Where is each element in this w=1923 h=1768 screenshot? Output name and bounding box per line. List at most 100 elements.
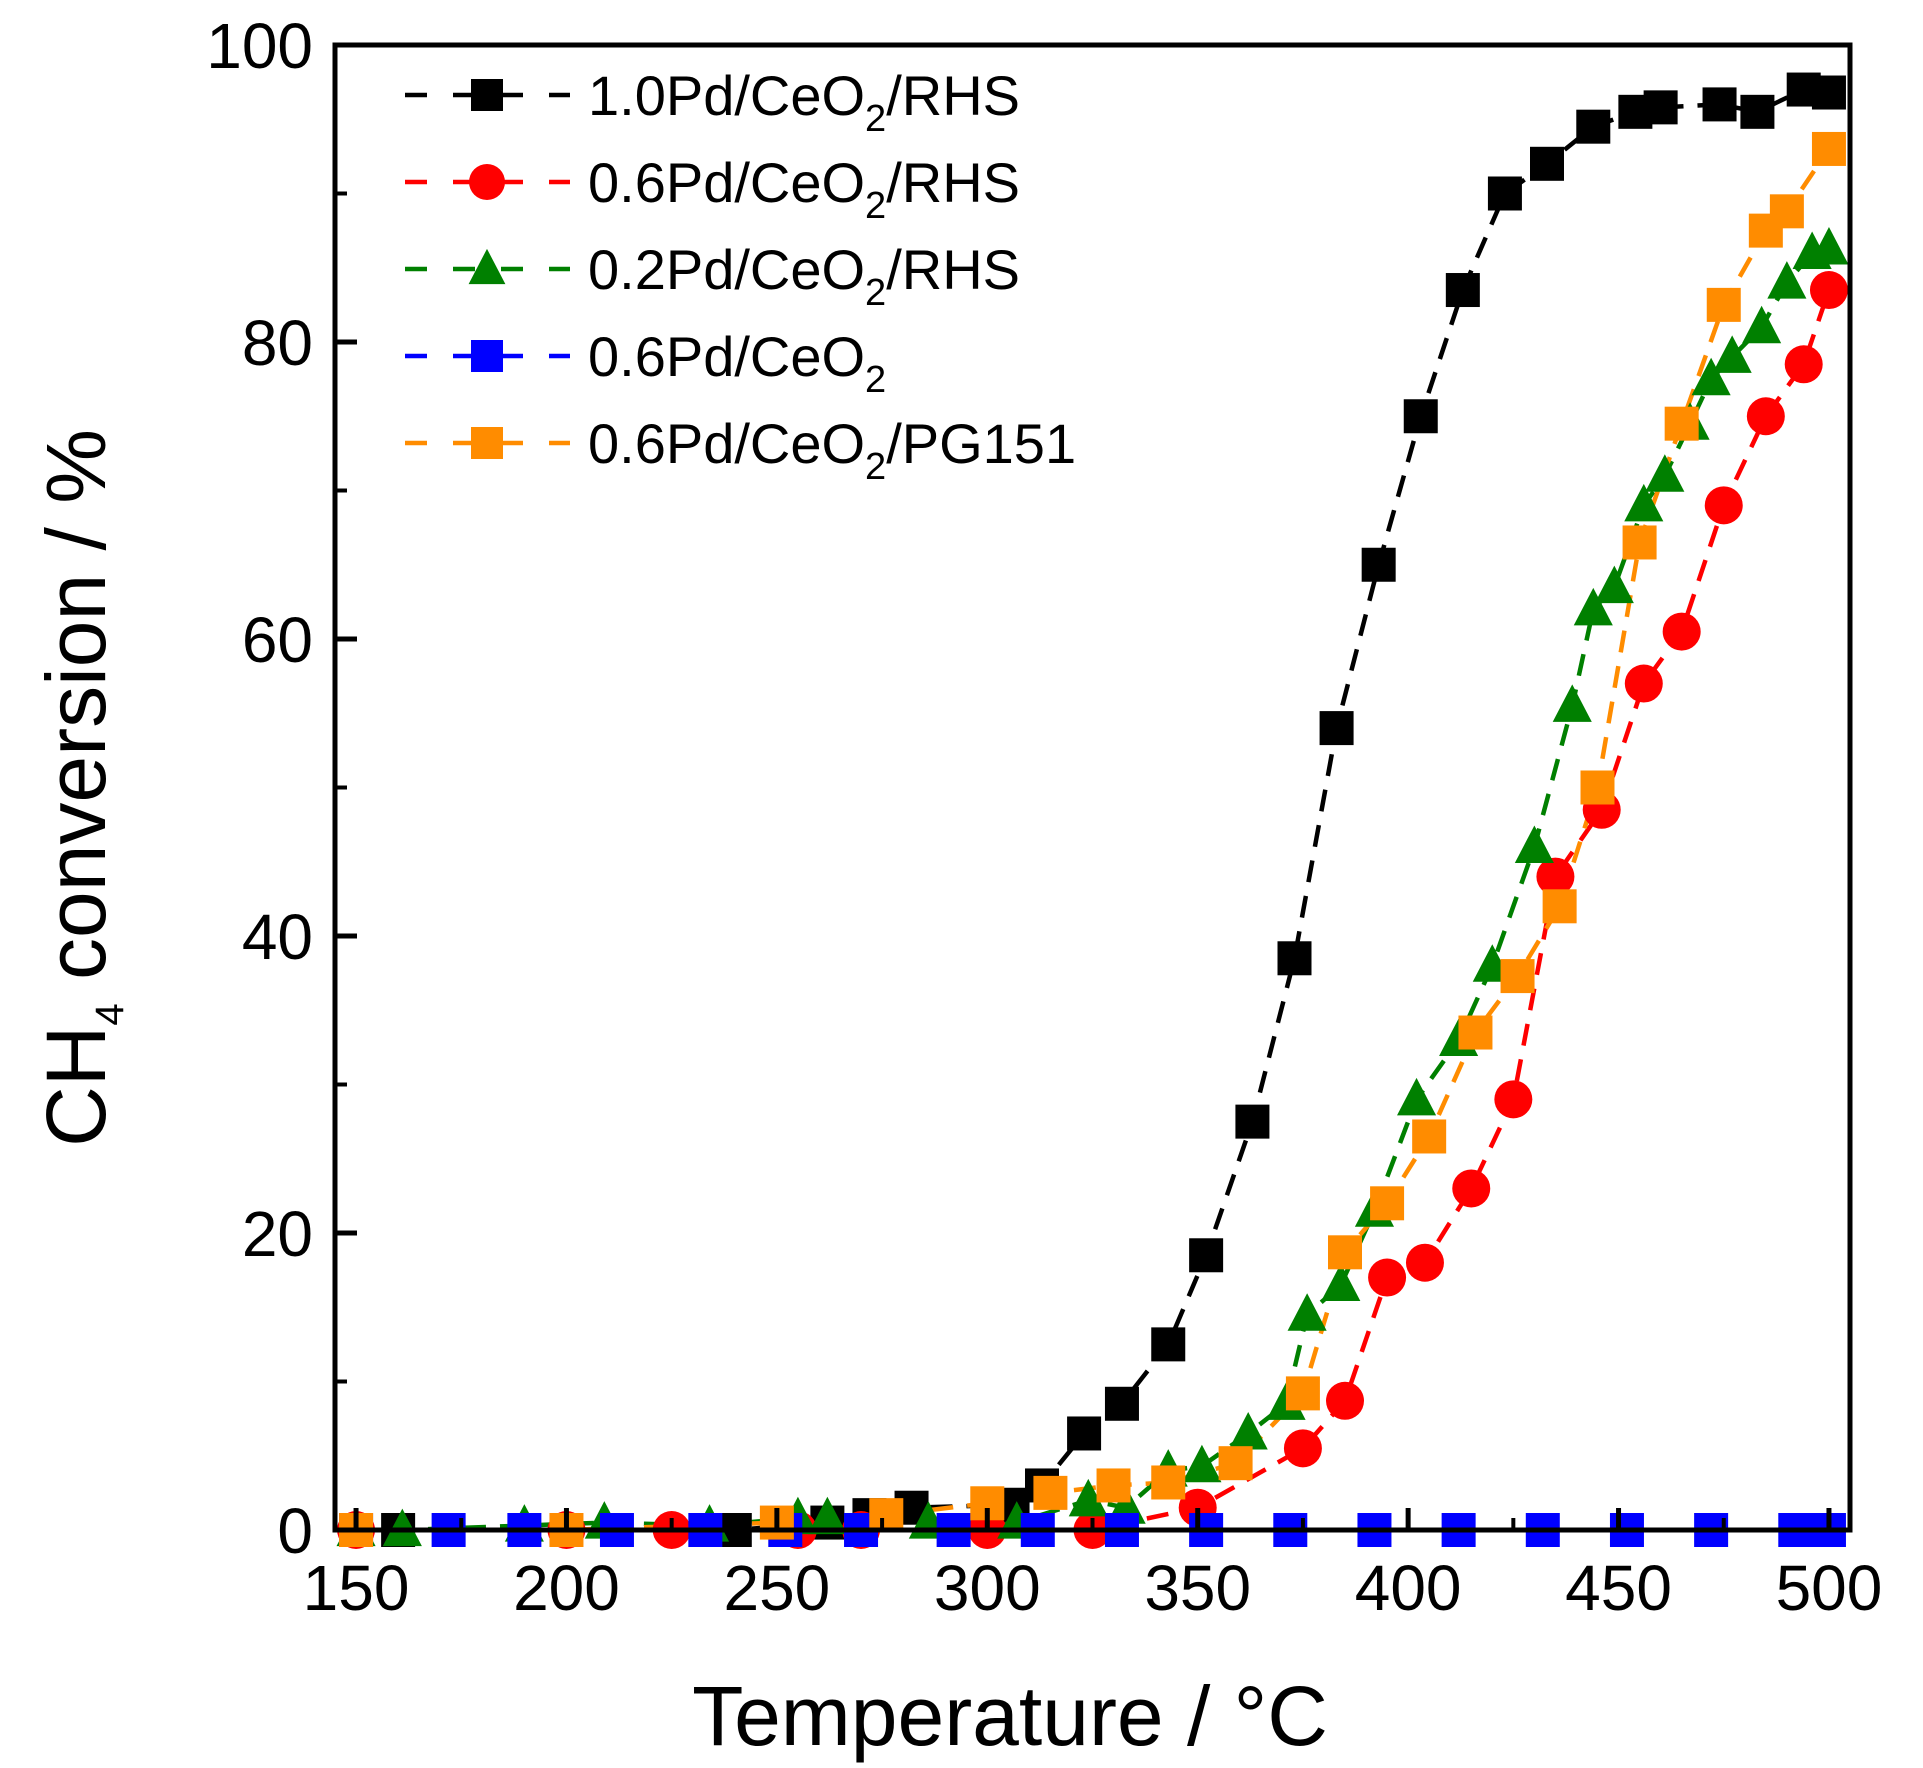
- point-0-2pd-ceo2-rhs-22: [1552, 684, 1592, 722]
- legend-label-main: 0.2Pd/CeO: [588, 238, 865, 301]
- point-0-6pd-ceo2-rhs-10: [1368, 1258, 1407, 1297]
- legend-entry-1-0pd-ceo2-rhs: 1.0Pd/CeO2/RHS: [405, 64, 1020, 140]
- y-axis-title-suffix: conversion / %: [29, 429, 123, 1003]
- point-0-6pd-ceo2-pg151-10: [1328, 1235, 1362, 1270]
- legend-label-suffix: /PG151: [886, 412, 1076, 475]
- point-1-0pd-ceo2-rhs-24: [1740, 94, 1775, 129]
- point-1-0pd-ceo2-rhs-22: [1643, 90, 1678, 125]
- legend: 1.0Pd/CeO2/RHS0.6Pd/CeO2/RHS0.2Pd/CeO2/R…: [405, 64, 1076, 488]
- point-0-6pd-ceo2-rhs-12: [1452, 1169, 1491, 1208]
- point-0-6pd-ceo2-pg151-9: [1285, 1376, 1320, 1411]
- point-0-6pd-ceo2-rhs-18: [1704, 486, 1743, 525]
- point-0-6pd-ceo2-pg151-17: [1622, 525, 1657, 560]
- point-0-2pd-ceo2-rhs-23: [1573, 587, 1613, 626]
- legend-marker-0-2pd-ceo2-rhs: [468, 248, 506, 285]
- point-0-2pd-ceo2-rhs-12: [1182, 1444, 1222, 1483]
- point-0-6pd-ceo2-pg151-8: [1218, 1446, 1253, 1481]
- y-axis-title-prefix: CH: [29, 1026, 123, 1147]
- point-0-2pd-ceo2-rhs-31: [1767, 261, 1807, 299]
- x-tick-label-350: 350: [1144, 1552, 1251, 1624]
- series-line-0-2pd-ceo2-rhs: [356, 246, 1830, 1533]
- legend-marker-0-6pd-ceo2-rhs: [469, 164, 505, 200]
- legend-label-subscript: 2: [865, 446, 886, 488]
- point-1-0pd-ceo2-rhs-17: [1445, 273, 1480, 308]
- point-0-6pd-ceo2-pg151-22: [1811, 131, 1846, 166]
- legend-label-subscript: 2: [865, 98, 886, 140]
- point-0-6pd-ceo2-rhs-14: [1536, 857, 1575, 896]
- legend-entry-0-2pd-ceo2-rhs: 0.2Pd/CeO2/RHS: [405, 238, 1020, 314]
- point-0-6pd-ceo2-rhs-16: [1624, 664, 1663, 703]
- y-tick-label-20: 20: [242, 1198, 313, 1270]
- point-0-6pd-ceo2-pg151-16: [1580, 770, 1615, 805]
- point-0-6pd-ceo2-pg151-21: [1769, 194, 1804, 229]
- series-line-0-6pd-ceo2-rhs: [356, 289, 1832, 1533]
- point-0-2pd-ceo2-rhs-26: [1645, 454, 1685, 492]
- point-0-6pd-ceo2-pg151-19: [1706, 287, 1741, 322]
- point-0-6pd-ceo2-rhs-19: [1746, 397, 1785, 436]
- point-1-0pd-ceo2-rhs-8: [1067, 1416, 1102, 1451]
- point-0-2pd-ceo2-rhs-33: [1809, 227, 1849, 265]
- y-tick-label-80: 80: [242, 307, 313, 379]
- point-0-2pd-ceo2-rhs-15: [1287, 1293, 1327, 1331]
- legend-marker-0-6pd-ceo2-pg151: [471, 427, 503, 459]
- point-1-0pd-ceo2-rhs-12: [1235, 1104, 1270, 1139]
- point-1-0pd-ceo2-rhs-15: [1361, 547, 1396, 582]
- legend-label-subscript: 2: [865, 359, 886, 401]
- y-tick-label-60: 60: [242, 604, 313, 676]
- point-0-6pd-ceo2-rhs-8: [1283, 1429, 1322, 1468]
- point-0-2pd-ceo2-rhs-9: [1068, 1478, 1108, 1517]
- point-0-6pd-ceo2-pg151-7: [1151, 1465, 1186, 1500]
- point-1-0pd-ceo2-rhs-18: [1487, 176, 1522, 211]
- point-0-2pd-ceo2-rhs-1: [382, 1508, 422, 1547]
- y-tick-label-0: 0: [277, 1495, 313, 1567]
- point-0-2pd-ceo2-rhs-29: [1712, 335, 1752, 373]
- point-0-6pd-ceo2-rhs-9: [1326, 1381, 1364, 1420]
- x-tick-label-200: 200: [513, 1552, 620, 1624]
- point-0-6pd-ceo2-pg151-3: [869, 1498, 904, 1533]
- legend-label-1-0pd-ceo2-rhs: 1.0Pd/CeO2/RHS: [588, 64, 1020, 140]
- y-axis-title-subscript: 4: [88, 1003, 132, 1025]
- point-1-0pd-ceo2-rhs-10: [1151, 1327, 1186, 1362]
- legend-entry-0-6pd-ceo2-pg151: 0.6Pd/CeO2/PG151: [405, 412, 1076, 488]
- point-1-0pd-ceo2-rhs-16: [1403, 399, 1438, 434]
- point-1-0pd-ceo2-rhs-20: [1576, 109, 1611, 144]
- point-0-2pd-ceo2-rhs-28: [1691, 357, 1731, 396]
- point-0-2pd-ceo2-rhs-6: [807, 1496, 847, 1535]
- point-0-6pd-ceo2-pg151-15: [1542, 889, 1577, 924]
- point-1-0pd-ceo2-rhs-14: [1319, 711, 1354, 746]
- point-0-2pd-ceo2-rhs-24: [1594, 565, 1634, 604]
- point-0-6pd-ceo2-pg151-12: [1412, 1119, 1447, 1154]
- point-0-6pd-ceo2-rhs-11: [1405, 1243, 1444, 1282]
- point-1-0pd-ceo2-rhs-26: [1811, 75, 1846, 110]
- legend-label-main: 0.6Pd/CeO: [588, 412, 865, 475]
- series-line-0-6pd-ceo2-pg151: [356, 147, 1831, 1533]
- point-1-0pd-ceo2-rhs-19: [1530, 146, 1564, 181]
- legend-label-0-6pd-ceo2: 0.6Pd/CeO2: [588, 325, 886, 401]
- point-0-2pd-ceo2-rhs-16: [1321, 1263, 1361, 1302]
- point-1-0pd-ceo2-rhs-11: [1189, 1238, 1224, 1273]
- point-0-6pd-ceo2-rhs-20: [1784, 345, 1823, 384]
- legend-label-main: 0.6Pd/CeO: [588, 151, 865, 214]
- legend-label-suffix: /RHS: [886, 64, 1020, 127]
- legend-label-0-6pd-ceo2-pg151: 0.6Pd/CeO2/PG151: [588, 412, 1076, 488]
- point-0-6pd-ceo2-rhs-21: [1809, 271, 1848, 310]
- point-0-2pd-ceo2-rhs-21: [1514, 825, 1554, 863]
- legend-label-suffix: /RHS: [886, 151, 1020, 214]
- x-tick-label-500: 500: [1776, 1552, 1883, 1624]
- x-tick-label-400: 400: [1355, 1552, 1462, 1624]
- legend-label-subscript: 2: [865, 272, 886, 314]
- x-tick-label-150: 150: [303, 1552, 410, 1624]
- legend-label-0-2pd-ceo2-rhs: 0.2Pd/CeO2/RHS: [588, 238, 1020, 314]
- x-tick-label-450: 450: [1565, 1552, 1672, 1624]
- legend-marker-0-6pd-ceo2: [471, 340, 503, 372]
- point-0-6pd-ceo2-pg151-14: [1500, 959, 1535, 994]
- point-0-2pd-ceo2-rhs-13: [1228, 1412, 1268, 1450]
- series-markers: [336, 72, 1849, 1549]
- point-0-6pd-ceo2-pg151-6: [1096, 1468, 1131, 1503]
- point-0-2pd-ceo2-rhs-30: [1742, 305, 1782, 344]
- point-0-6pd-ceo2-pg151-13: [1458, 1015, 1493, 1050]
- axis-tick-labels: 150 200 250 300 350 400 450 500 0 20 40 60 80 100: [206, 10, 1882, 1624]
- point-0-2pd-ceo2-rhs-25: [1624, 483, 1664, 522]
- legend-entry-0-6pd-ceo2-rhs: 0.6Pd/CeO2/RHS: [405, 151, 1020, 227]
